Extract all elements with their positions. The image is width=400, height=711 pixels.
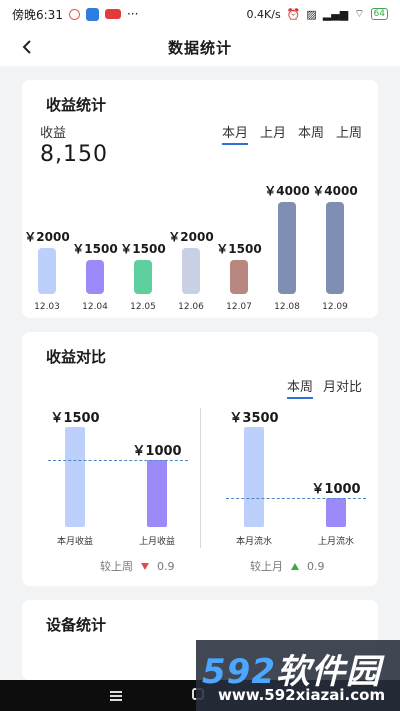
income-bar-value: ￥1500: [72, 241, 118, 256]
menu-icon[interactable]: [110, 689, 122, 701]
week-compare-label: 较上周: [100, 560, 133, 573]
signal-icon: ▂▄▆: [322, 7, 349, 21]
trend-down-icon: [141, 562, 149, 570]
month-compare-label: 较上月: [250, 560, 283, 573]
income-bar-value: ￥4000: [264, 184, 310, 198]
compare-bar-value: ￥3500: [229, 411, 279, 426]
compare-bar-label: 上月收益: [138, 537, 176, 547]
message-icon: [85, 7, 99, 21]
compare-card-title: 收益对比: [46, 348, 107, 366]
income-bar: [230, 259, 248, 294]
compare-tabs: 本周 月对比: [286, 376, 362, 399]
income-bar-value: ￥4000: [312, 184, 358, 198]
income-bar-value: ￥1500: [120, 241, 166, 256]
status-bar: 傍晚6:31 ··· 0.4K/s ⏰ ▨ ▂▄▆ ⌔ 64: [0, 0, 400, 28]
status-time: 傍晚6:31: [12, 7, 63, 22]
compare-bar-label: 上月流水: [317, 537, 355, 547]
compare-bar: [147, 460, 167, 527]
income-bar: [38, 248, 56, 294]
compare-bar-label: 本月收益: [56, 537, 94, 547]
tab-this-month[interactable]: 本月: [221, 122, 248, 145]
income-period-tabs: 本月 上月 本周 上周: [221, 122, 362, 145]
income-card-title: 收益统计: [46, 96, 107, 114]
income-bar-date: 12.03: [34, 302, 60, 312]
compare-bar-value: ￥1000: [132, 444, 182, 460]
alarm-icon: ⏰: [286, 7, 301, 21]
income-bar: [182, 248, 200, 294]
income-bar: [326, 202, 344, 294]
compare-bar: [65, 427, 85, 527]
income-compare-card: 收益对比 本周 月对比 ￥1500 本月收益 ￥1000 上月收益 ￥3500 本月流水…: [22, 332, 378, 586]
income-bar-date: 12.09: [322, 302, 348, 312]
chevron-left-icon: [22, 40, 31, 54]
tab-this-week[interactable]: 本周: [297, 126, 324, 141]
tab-month-compare[interactable]: 月对比: [322, 380, 362, 395]
news-icon: [104, 9, 121, 19]
tab-week[interactable]: 本周: [286, 376, 313, 399]
month-compare: 较上月 0.9: [250, 558, 325, 574]
app-notification-icon: [68, 8, 80, 20]
income-bar-date: 12.06: [178, 302, 204, 312]
income-bar: [134, 259, 152, 294]
device-card-title: 设备统计: [46, 616, 107, 634]
income-bar-date: 12.07: [226, 302, 252, 312]
watermark: 592软件园 www.592xiazai.com: [196, 640, 400, 711]
income-bar-value: ￥1500: [216, 241, 262, 256]
more-icon: ···: [126, 7, 139, 21]
tab-last-week[interactable]: 上周: [335, 126, 362, 141]
income-bar: [86, 259, 104, 294]
income-bar-value: ￥2000: [24, 230, 70, 244]
week-compare: 较上周 0.9: [100, 558, 175, 574]
tab-last-month[interactable]: 上月: [259, 126, 286, 141]
income-bar-date: 12.04: [82, 302, 108, 312]
reference-line: [48, 460, 188, 462]
reference-line: [226, 498, 366, 500]
page-title: 数据统计: [167, 38, 232, 57]
income-label: 收益: [40, 126, 67, 141]
network-speed: 0.4K/s: [246, 7, 281, 21]
income-bar-date: 12.08: [274, 302, 300, 312]
trend-up-icon: [291, 562, 299, 570]
compare-bar: [326, 498, 346, 527]
month-compare-value: 0.9: [307, 559, 325, 573]
income-bar-chart: ￥2000 12.03 ￥1500 12.04 ￥1500 12.05 ￥2000 12.06…: [22, 80, 378, 318]
back-button[interactable]: [14, 34, 40, 60]
compare-divider: [200, 408, 201, 548]
income-bar-date: 12.05: [130, 302, 156, 312]
watermark-brand: 592软件园: [202, 652, 381, 692]
sim-blocked-icon: ▨: [306, 7, 317, 21]
compare-bar: [244, 427, 264, 527]
income-bar-value: ￥2000: [168, 230, 214, 244]
income-stats-card: 收益统计 收益 8,150 本月 上月 本周 上周 ￥2000 12.03 ￥150…: [22, 80, 378, 318]
compare-bar-value: ￥1500: [50, 411, 100, 426]
watermark-url: www.592xiazai.com: [218, 686, 386, 704]
battery-level: 64: [373, 9, 385, 19]
app-header: 数据统计: [0, 28, 400, 66]
income-bar: [278, 202, 296, 294]
compare-bar-value: ￥1000: [311, 482, 361, 498]
week-compare-value: 0.9: [157, 559, 175, 573]
wifi-icon: ⌔: [354, 7, 365, 20]
compare-bar-label: 本月流水: [235, 537, 273, 547]
income-value: 8,150: [40, 142, 108, 167]
battery-icon: 64: [370, 8, 388, 20]
